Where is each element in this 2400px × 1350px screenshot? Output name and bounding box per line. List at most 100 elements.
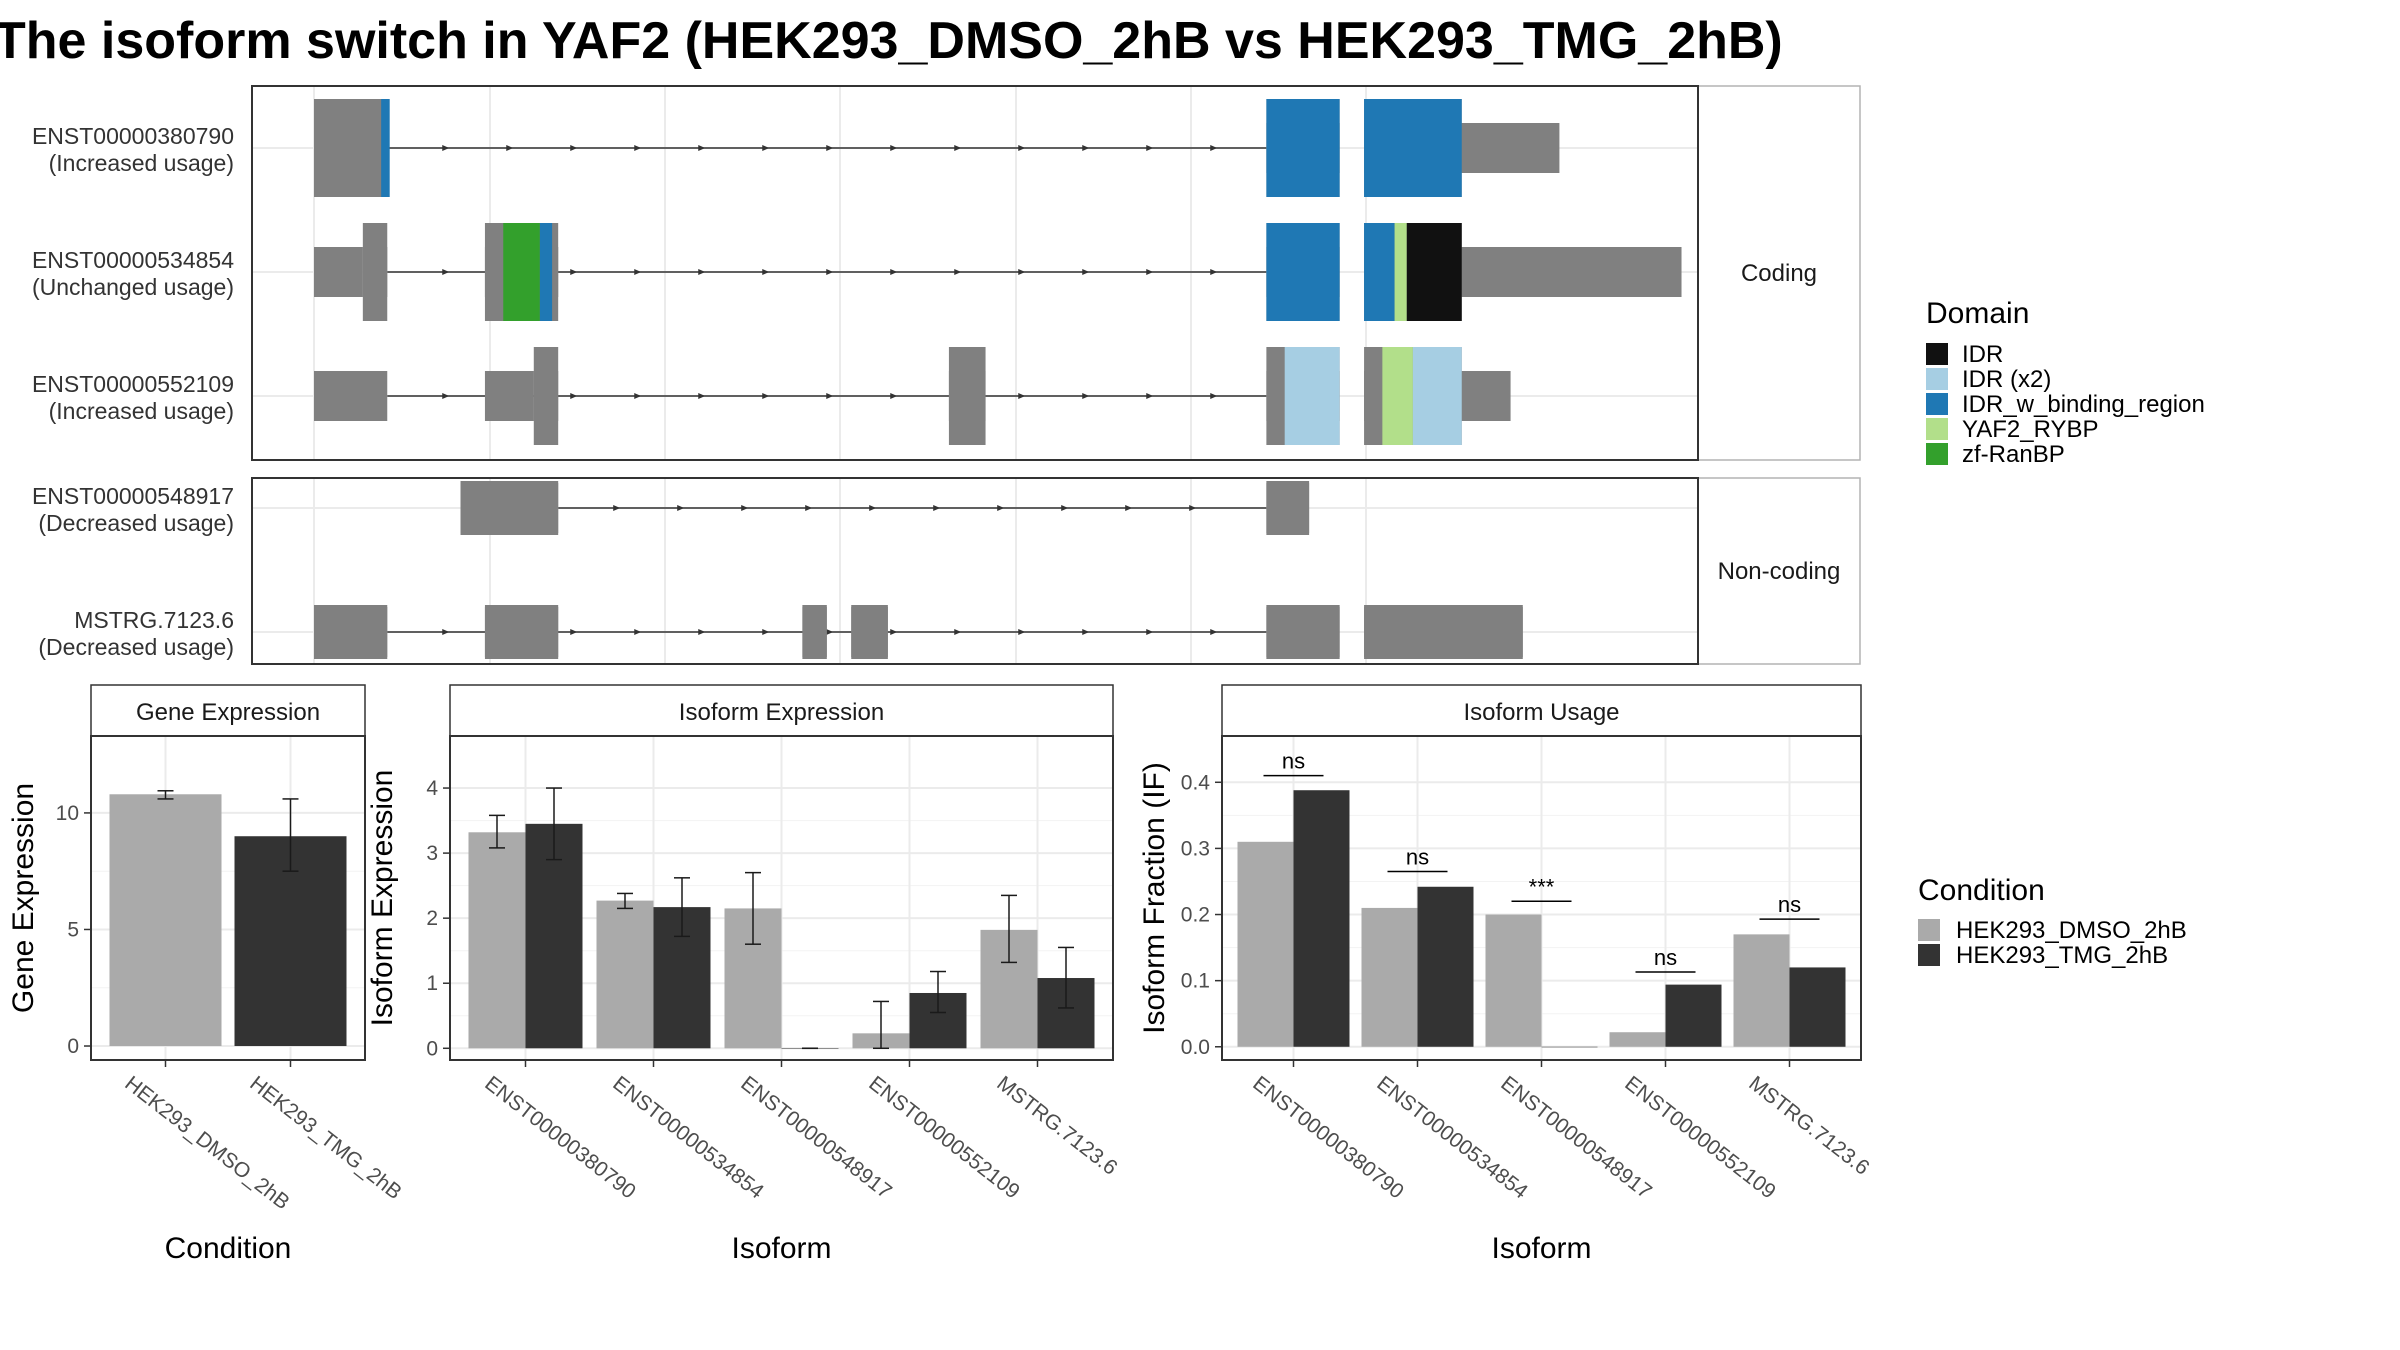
y-tick-label: 3 [426, 842, 438, 865]
bar [1293, 790, 1350, 1047]
strand-arrow [741, 505, 749, 511]
transcript-usage-label: (Decreased usage) [38, 634, 234, 660]
strand-arrow [570, 393, 578, 399]
y-tick-label: 5 [67, 918, 79, 941]
strand-arrow [1061, 505, 1069, 511]
strand-arrow [826, 269, 834, 275]
facet-panel-border [251, 85, 1699, 461]
strand-arrow [634, 269, 642, 275]
chart-title: Isoform Usage [1463, 699, 1619, 726]
domain-block [1412, 347, 1462, 445]
exon-utr [484, 371, 534, 421]
strand-arrow [1018, 145, 1026, 151]
strand-arrow [1018, 269, 1026, 275]
chart-title: Isoform Expression [679, 699, 884, 726]
exon-cds [362, 223, 388, 321]
y-tick-label: 0.4 [1181, 771, 1211, 794]
domain-legend-key [1926, 393, 1948, 415]
bar [468, 832, 526, 1049]
y-tick-label: 0.3 [1181, 837, 1210, 860]
strand-arrow [954, 269, 962, 275]
y-tick-label: 10 [56, 802, 79, 825]
transcript-id-label: ENST00000552109 [32, 371, 234, 397]
significance-label: ns [1778, 892, 1801, 917]
x-axis-title: Condition [165, 1232, 292, 1265]
strand-arrow [890, 269, 898, 275]
domain-block [1364, 223, 1395, 321]
strand-arrow [762, 629, 770, 635]
strand-arrow [1146, 393, 1154, 399]
strand-arrow [933, 505, 941, 511]
strand-arrow [442, 629, 450, 635]
exon-cds [314, 99, 388, 197]
plot-border [90, 735, 366, 1061]
x-tick-label: MSTRG.7123.6 [992, 1072, 1121, 1180]
exon-noncoding [1266, 481, 1310, 535]
strand-arrow [762, 269, 770, 275]
strand-arrow [762, 393, 770, 399]
strand-arrow [506, 145, 514, 151]
domain-legend-key [1926, 418, 1948, 440]
domain-legend-label: IDR_w_binding_region [1962, 391, 2205, 418]
exon-noncoding [851, 605, 888, 659]
exon-noncoding [1266, 605, 1340, 659]
domain-legend-label: IDR [1962, 341, 2003, 368]
domain-block [1266, 99, 1340, 197]
strand-arrow [826, 145, 834, 151]
bar [109, 794, 222, 1047]
exon-cds [948, 347, 986, 445]
strand-arrow [613, 505, 621, 511]
exon-utr [314, 247, 363, 297]
strand-arrow [570, 145, 578, 151]
x-axis-title: Isoform [731, 1232, 831, 1265]
y-axis-title: Gene Expression [7, 783, 40, 1013]
facet-strip [1221, 684, 1862, 737]
figure-title: The isoform switch in YAF2 (HEK293_DMSO_… [0, 12, 1783, 70]
domain-legend-label: zf-RanBP [1962, 441, 2065, 468]
domain-block [381, 99, 390, 197]
strand-arrow [890, 393, 898, 399]
exon-noncoding [1364, 605, 1523, 659]
strand-arrow [677, 505, 685, 511]
facet-strip [449, 684, 1114, 737]
strand-arrow [1082, 145, 1090, 151]
transcript-id-label: ENST00000380790 [32, 123, 234, 149]
transcript-id-label: ENST00000548917 [32, 483, 234, 509]
condition-legend-key [1918, 944, 1940, 966]
strand-arrow [954, 629, 962, 635]
y-tick-label: 0.2 [1181, 904, 1210, 927]
domain-block [1364, 99, 1462, 197]
significance-label: ns [1654, 945, 1677, 970]
strand-arrow [1082, 393, 1090, 399]
domain-block [539, 223, 553, 321]
chart-title: Gene Expression [136, 699, 320, 726]
strand-arrow [762, 145, 770, 151]
exon-noncoding [314, 605, 388, 659]
strand-arrow [1146, 145, 1154, 151]
transcript-usage-label: (Increased usage) [49, 150, 234, 176]
strand-arrow [1146, 269, 1154, 275]
strand-arrow [698, 145, 706, 151]
strand-arrow [698, 269, 706, 275]
strand-arrow [1125, 505, 1133, 511]
domain-block [1284, 347, 1340, 445]
y-tick-label: 0 [426, 1037, 438, 1060]
strand-arrow [1146, 629, 1154, 635]
strand-arrow [1210, 145, 1218, 151]
domain-legend-key [1926, 343, 1948, 365]
y-tick-label: 0 [67, 1035, 79, 1058]
strand-arrow [1210, 269, 1218, 275]
domain-block [1406, 223, 1462, 321]
bar [1237, 841, 1294, 1047]
condition-legend-title: Condition [1918, 874, 2045, 907]
strand-arrow [634, 393, 642, 399]
domain-block [1394, 223, 1407, 321]
strand-arrow [634, 145, 642, 151]
significance-label: *** [1529, 874, 1555, 899]
y-tick-label: 4 [426, 777, 438, 800]
exon-utr [314, 371, 388, 421]
facet-panel-border [251, 477, 1699, 665]
strand-arrow [1189, 505, 1197, 511]
strand-arrow [442, 269, 450, 275]
